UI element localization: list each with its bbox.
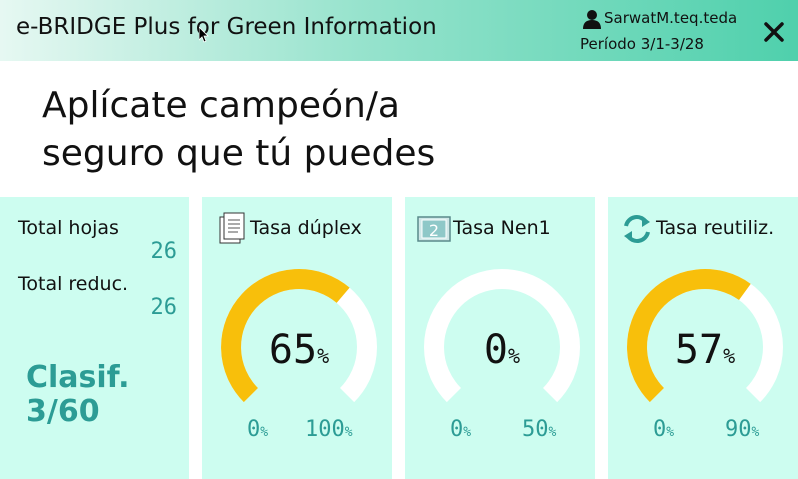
reuse-rate-gauge — [627, 269, 783, 403]
reuse-rate-number: 57 — [674, 327, 724, 373]
duplex-rate-number: 65 — [268, 327, 318, 373]
nup-rate-gauge — [424, 269, 580, 403]
duplex-icon — [219, 212, 245, 244]
reuse-rate-max-unit: % — [751, 425, 760, 440]
nup-rate-max: 50% — [522, 417, 556, 442]
nup-rate-max-unit: % — [548, 425, 557, 440]
nup-rate-min-unit: % — [463, 425, 472, 440]
reuse-rate-unit: % — [723, 344, 736, 368]
n-up-icon: 2 — [417, 216, 451, 242]
duplex-rate-unit: % — [317, 344, 330, 368]
duplex-rate-max: 100% — [305, 417, 353, 442]
total-reduction-label: Total reduc. — [18, 273, 129, 295]
reuse-rate-title: Tasa reutiliz. — [656, 217, 775, 239]
duplex-rate-gauge — [221, 269, 377, 403]
reuse-rate-max-value: 90 — [725, 417, 752, 442]
duplex-rate-min-value: 0 — [247, 417, 261, 442]
nup-rate-title: Tasa Nen1 — [453, 217, 551, 239]
duplex-rate-min-unit: % — [260, 425, 269, 440]
reuse-rate-min-value: 0 — [653, 417, 667, 442]
stats-panel: Total hojas 26 Total reduc. 26 Clasif. 3… — [0, 197, 189, 479]
duplex-rate-card: Tasa dúplex 65% 0% 100% — [202, 197, 392, 479]
nup-rate-number: 0 — [483, 327, 509, 373]
slogan: Aplícate campeón/a seguro que tú puedes — [42, 82, 435, 178]
nup-rate-min: 0% — [450, 417, 471, 442]
duplex-rate-min: 0% — [247, 417, 268, 442]
slogan-line-2: seguro que tú puedes — [42, 133, 436, 174]
duplex-rate-title: Tasa dúplex — [250, 217, 362, 239]
slogan-line-1: Aplícate campeón/a — [42, 85, 400, 126]
nup-rate-value: 0% — [405, 327, 599, 373]
nup-rate-card: 2 Tasa Nen1 0% 0% 50% — [405, 197, 595, 479]
total-sheets-label: Total hojas — [18, 217, 119, 239]
reuse-rate-min-unit: % — [666, 425, 675, 440]
rank-label: Clasif. — [26, 360, 130, 395]
reuse-rate-min: 0% — [653, 417, 674, 442]
recycle-icon — [624, 215, 650, 243]
total-sheets-value: 26 — [150, 239, 178, 264]
reuse-rate-card: Tasa reutiliz. 57% 0% 90% — [608, 197, 798, 479]
user-name: SarwatM.teq.teda — [604, 9, 738, 27]
duplex-rate-max-value: 100 — [305, 417, 345, 442]
mouse-pointer-icon — [199, 27, 209, 43]
app-title: e-BRIDGE Plus for Green Information — [16, 14, 437, 40]
gauge-track — [424, 269, 580, 403]
rank: Clasif. 3/60 — [26, 361, 130, 429]
period-label: Período 3/1-3/28 — [580, 35, 704, 53]
close-icon — [764, 22, 784, 42]
total-reduction-value: 26 — [150, 295, 178, 320]
n-up-icon-number: 2 — [429, 221, 439, 240]
duplex-rate-max-unit: % — [344, 425, 353, 440]
reuse-rate-value: 57% — [608, 327, 798, 373]
nup-rate-unit: % — [508, 344, 521, 368]
close-button[interactable] — [758, 16, 790, 48]
app-header: e-BRIDGE Plus for Green Information Sarw… — [0, 0, 798, 61]
gauge-fill — [627, 269, 751, 403]
reuse-rate-max: 90% — [725, 417, 759, 442]
user-icon — [583, 10, 601, 29]
nup-rate-min-value: 0 — [450, 417, 464, 442]
nup-rate-max-value: 50 — [522, 417, 549, 442]
rank-value: 3/60 — [26, 394, 100, 429]
duplex-rate-value: 65% — [202, 327, 396, 373]
gauge-fill — [221, 269, 350, 403]
